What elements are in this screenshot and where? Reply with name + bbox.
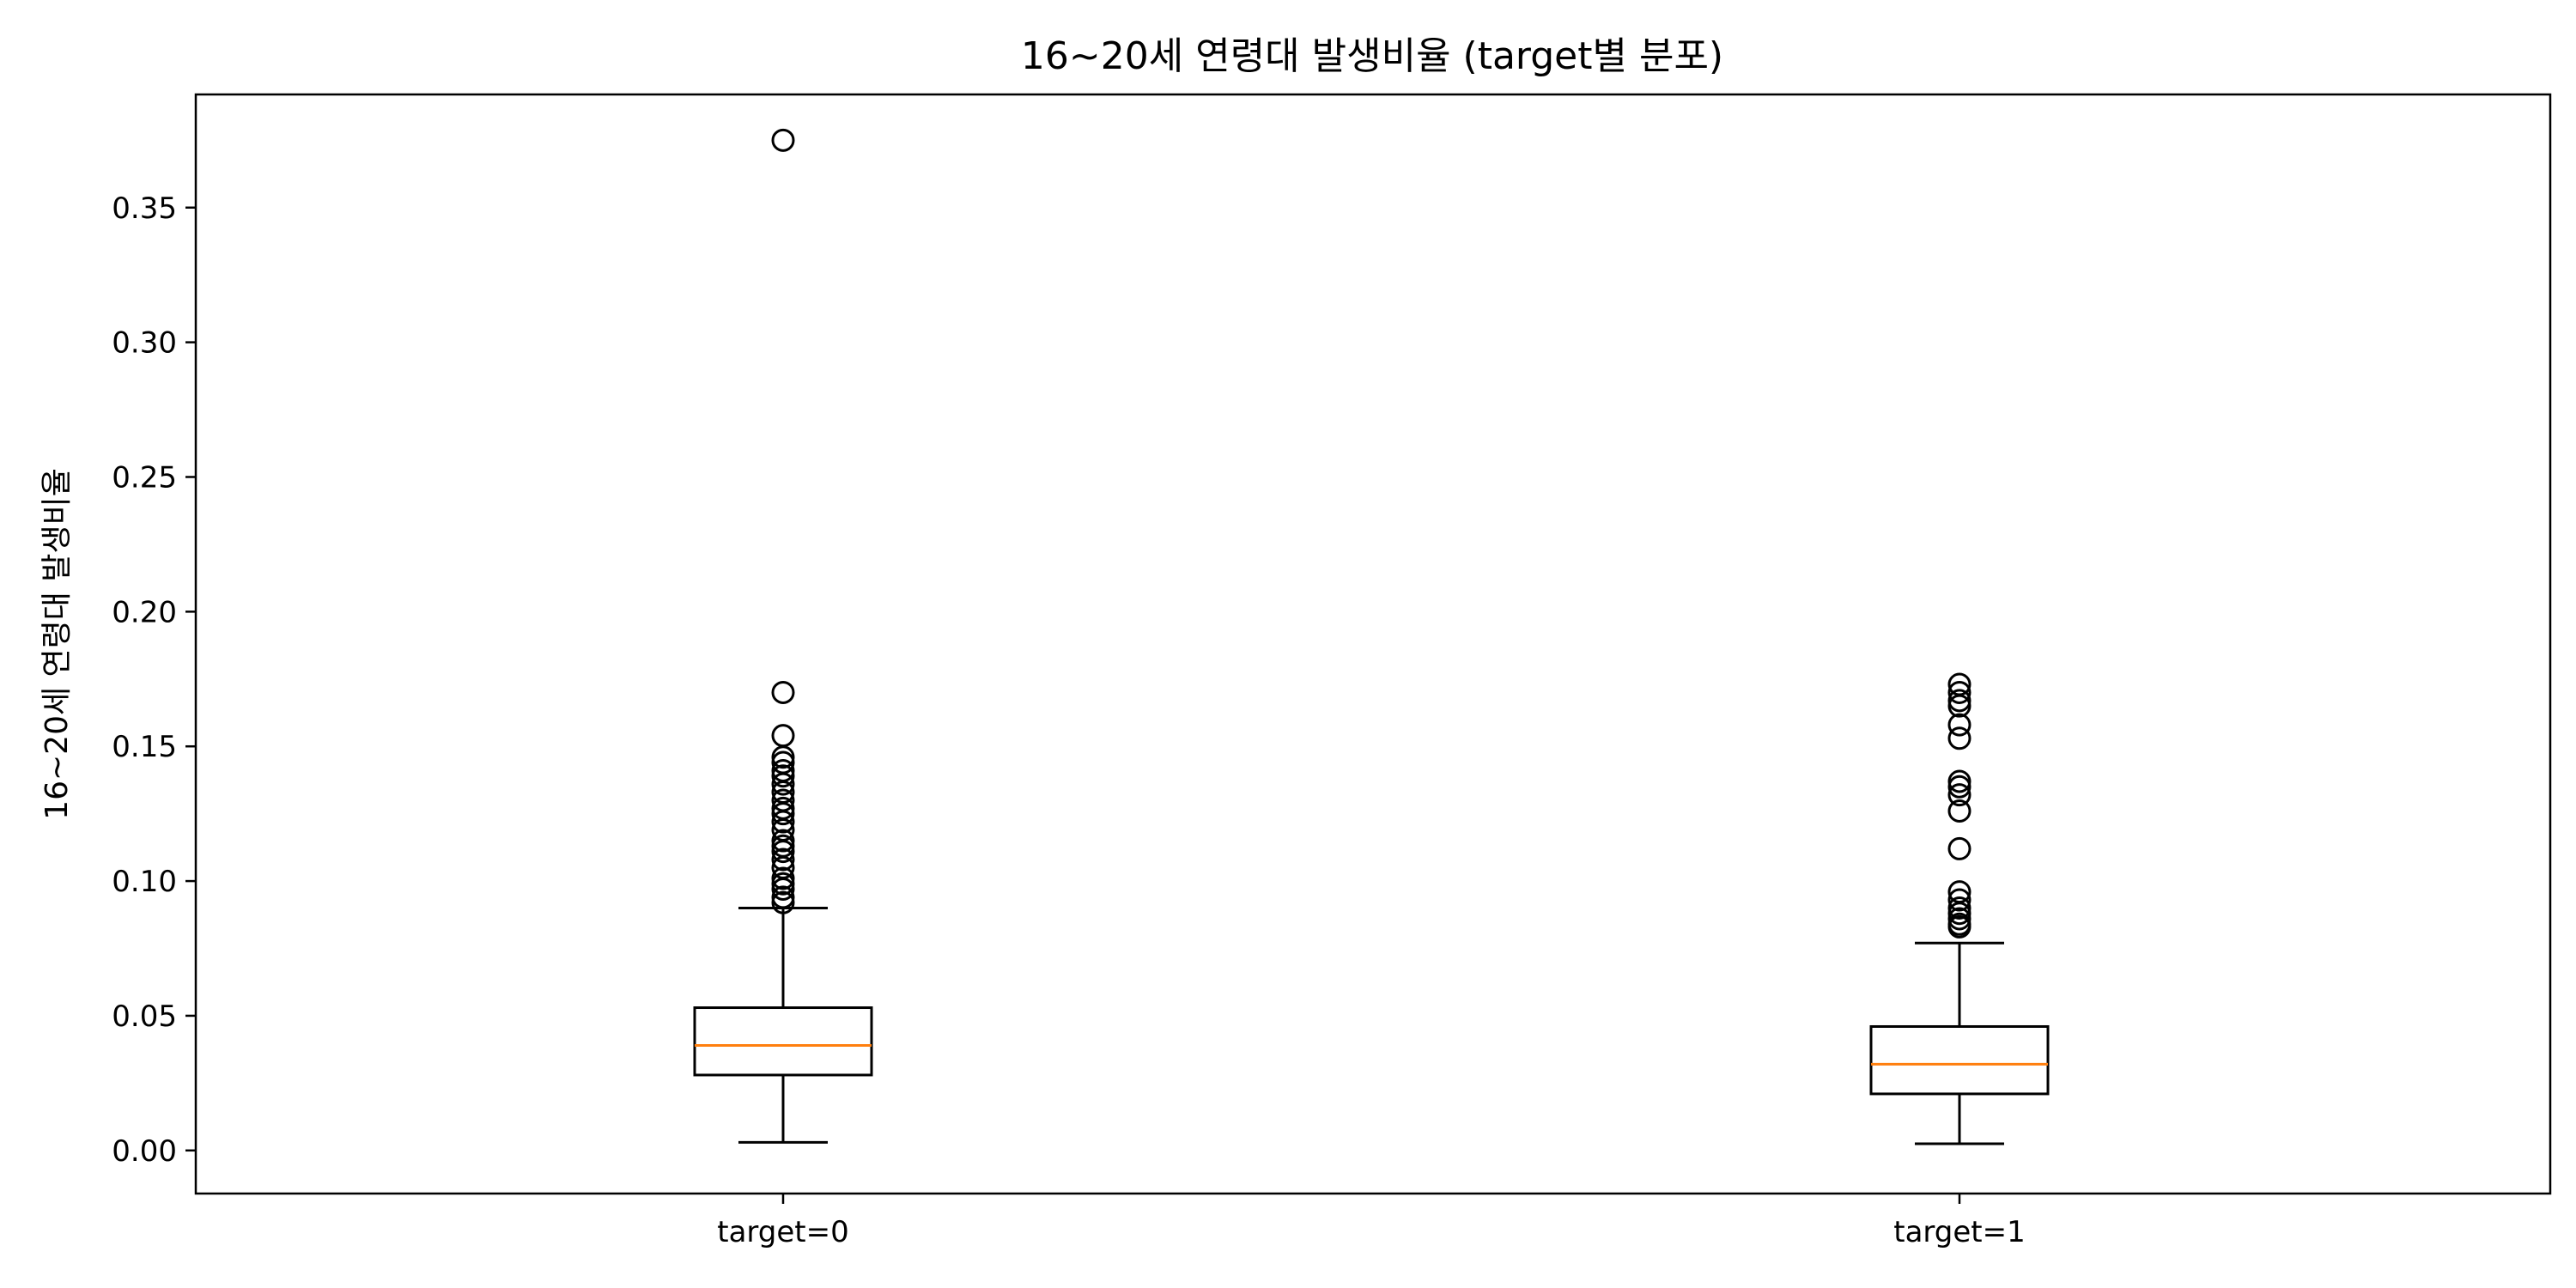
- y-tick-label: 0.25: [112, 460, 177, 495]
- y-tick-label: 0.00: [112, 1134, 177, 1169]
- outlier-point: [1947, 713, 1971, 737]
- outlier-point: [1947, 799, 1971, 823]
- outlier-point: [771, 866, 795, 890]
- outlier-point: [1947, 783, 1971, 807]
- chart-title: 16~20세 연령대 발생비율 (target별 분포): [1021, 34, 1723, 78]
- outlier-point: [1947, 726, 1971, 750]
- outlier-point: [771, 758, 795, 782]
- y-tick-label: 0.10: [112, 865, 177, 899]
- outlier-point: [1947, 880, 1971, 904]
- outlier-point: [1947, 775, 1971, 799]
- plot-area: 0.00 0.05 0.10 0.15 0.20 0.25 0.30 0.35 target=0…: [112, 93, 2552, 1249]
- outlier-point: [771, 848, 795, 872]
- outlier-point: [771, 128, 795, 152]
- outlier-point: [771, 680, 795, 704]
- outlier-point: [771, 829, 795, 853]
- outlier-point: [1947, 888, 1971, 912]
- outlier-point: [771, 834, 795, 858]
- outlier-point: [1947, 689, 1971, 713]
- iqr-box: [693, 1006, 873, 1077]
- x-tick-label: target=0: [717, 1215, 849, 1249]
- outlier-point: [1947, 836, 1971, 860]
- outlier-point: [1947, 912, 1971, 936]
- outlier-point: [1947, 672, 1971, 696]
- y-tick-label: 0.05: [112, 999, 177, 1034]
- plot-frame: [194, 93, 2552, 1195]
- y-tick-label: 0.20: [112, 595, 177, 629]
- outlier-point: [1947, 680, 1971, 704]
- outlier-point: [1947, 769, 1971, 793]
- y-tick-label: 0.30: [112, 326, 177, 361]
- y-tick-label: 0.15: [112, 730, 177, 764]
- outlier-point: [1947, 907, 1971, 931]
- iqr-box: [1869, 1024, 2050, 1096]
- outlier-point: [771, 724, 795, 748]
- outlier-point: [771, 788, 795, 812]
- outlier-point: [771, 890, 795, 914]
- outlier-point: [771, 872, 795, 896]
- x-tick-label: target=1: [1893, 1215, 2026, 1249]
- outlier-point: [771, 796, 795, 820]
- y-axis-label: 16~20세 연령대 발생비율: [39, 468, 75, 820]
- outlier-point: [771, 764, 795, 788]
- y-tick-label: 0.35: [112, 191, 177, 226]
- outlier-point: [771, 885, 795, 909]
- outlier-point: [771, 750, 795, 775]
- outlier-point: [1947, 896, 1971, 920]
